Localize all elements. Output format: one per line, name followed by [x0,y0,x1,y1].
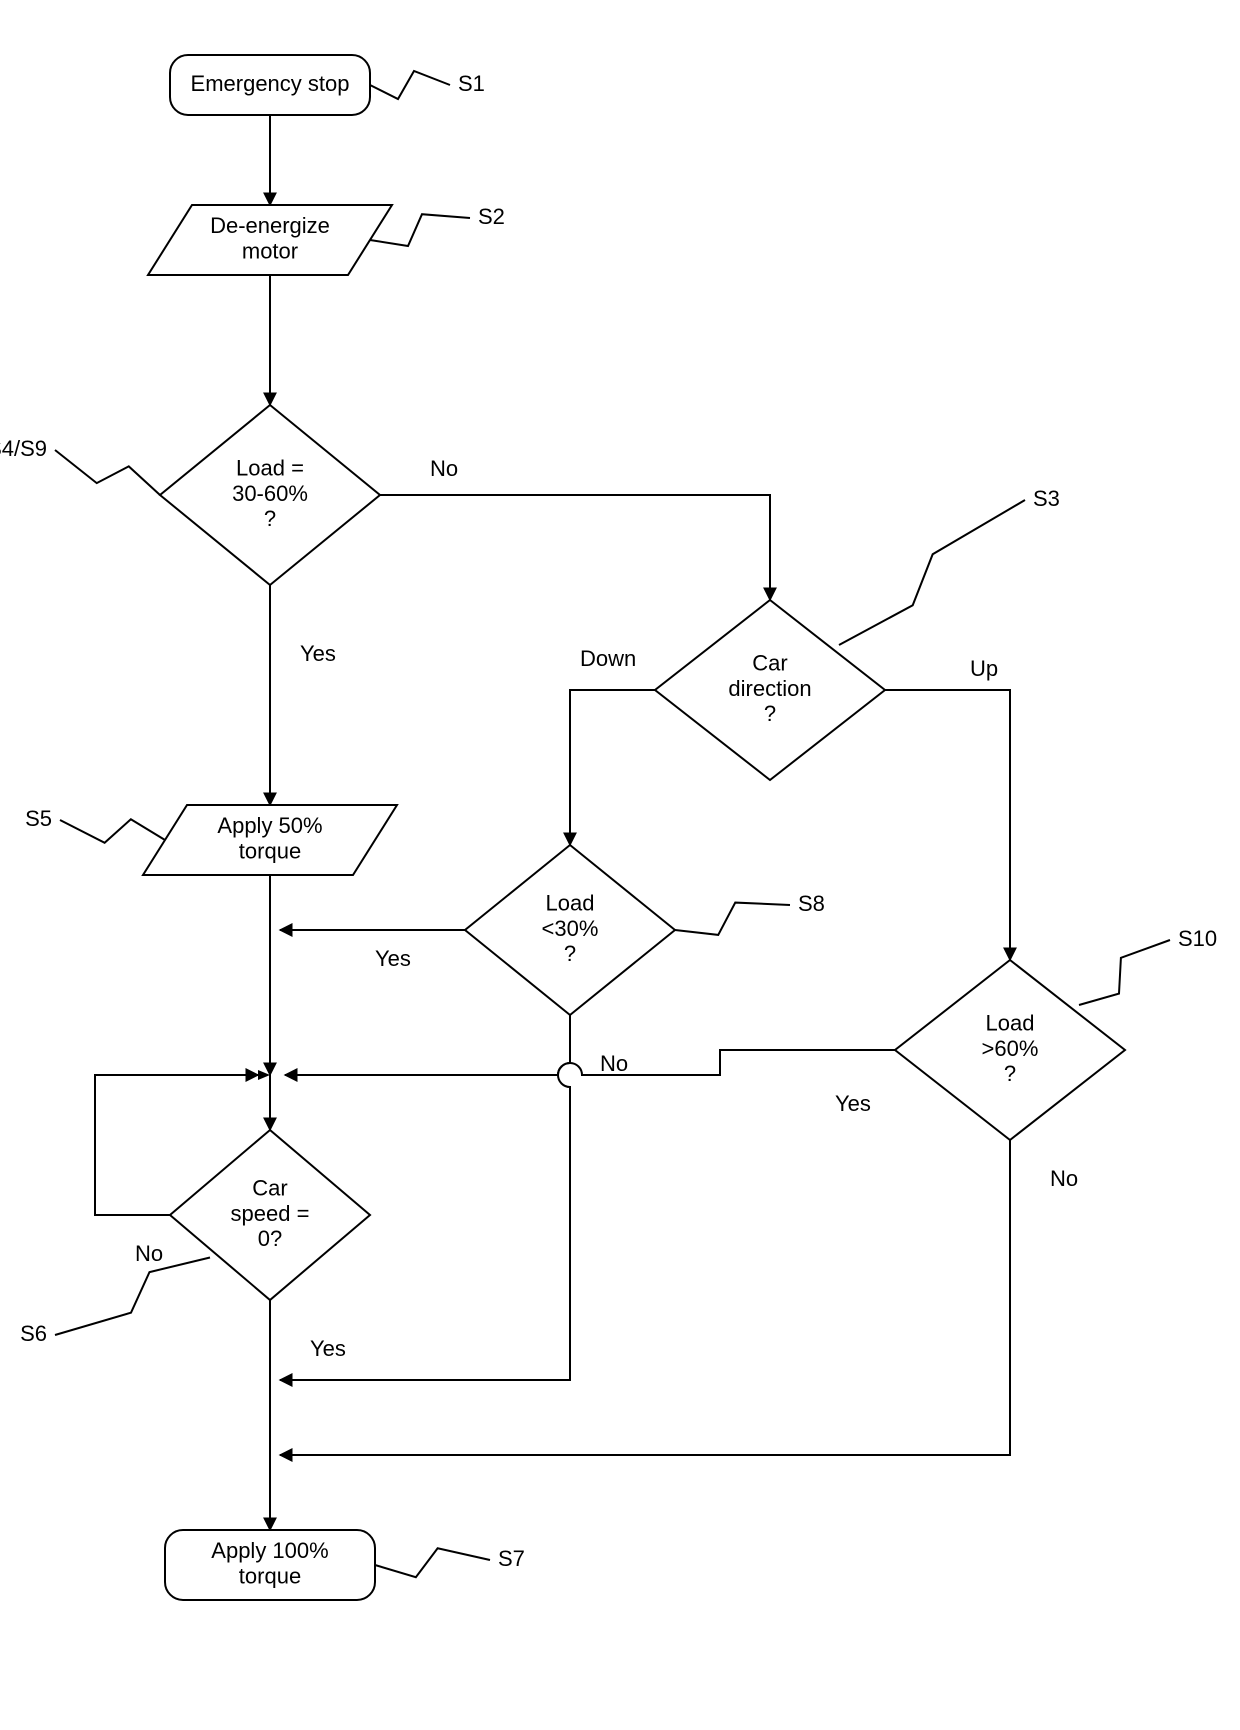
svg-text:De-energize: De-energize [210,213,330,238]
svg-text:torque: torque [239,838,301,863]
svg-text:speed =: speed = [231,1201,310,1226]
svg-text:Car: Car [252,1176,287,1201]
svg-text:?: ? [1004,1061,1016,1086]
callout-s6 [55,1258,210,1336]
svg-text:Load: Load [546,891,595,916]
callout-s4 [55,450,160,495]
svg-text:direction: direction [728,676,811,701]
edge-label-s6-yes-s7: Yes [310,1336,346,1361]
edge-label-s10-no-down: No [1050,1166,1078,1191]
svg-text:?: ? [764,701,776,726]
edge-s10-no-down [280,1140,1010,1455]
svg-text:>60%: >60% [982,1036,1039,1061]
svg-text:Apply 50%: Apply 50% [217,813,322,838]
edge-s3-down-s8 [570,690,655,845]
callout-label-s6: S6 [20,1321,47,1346]
callout-s2 [370,214,470,246]
callout-label-s8: S8 [798,891,825,916]
callout-s3 [839,500,1025,645]
edge-label-s6-no-loop: No [135,1241,163,1266]
edge-label-s8-no-down: No [600,1051,628,1076]
callout-s8 [675,903,790,935]
callout-s10 [1079,940,1170,1005]
svg-text:<30%: <30% [542,916,599,941]
callout-s7 [375,1548,490,1577]
callout-label-s1: S1 [458,71,485,96]
svg-text:0?: 0? [258,1226,282,1251]
edge-label-s8-yes-merge: Yes [375,946,411,971]
svg-text:30-60%: 30-60% [232,481,308,506]
edge-s4-no-s3 [380,495,770,600]
callout-label-s10: S10 [1178,926,1217,951]
svg-text:motor: motor [242,238,298,263]
edge-label-s3-up-s10: Up [970,656,998,681]
callout-s5 [60,819,165,843]
edge-label-s3-down-s8: Down [580,646,636,671]
callout-label-s2: S2 [478,204,505,229]
svg-text:?: ? [564,941,576,966]
svg-text:Apply 100%: Apply 100% [211,1538,328,1563]
callout-s1 [370,71,450,99]
callout-label-s7: S7 [498,1546,525,1571]
svg-text:Emergency stop: Emergency stop [191,71,350,96]
edge-label-s10-yes-merge: Yes [835,1091,871,1116]
edge-s10-yes-merge [285,1050,895,1075]
callout-label-s5: S5 [25,806,52,831]
edge-s3-up-s10 [885,690,1010,960]
merge-tick-left [258,1070,270,1080]
svg-text:?: ? [264,506,276,531]
svg-text:Car: Car [752,651,787,676]
callout-label-s3: S3 [1033,486,1060,511]
edge-label-s4-no-s3: No [430,456,458,481]
svg-text:Load: Load [986,1011,1035,1036]
svg-text:torque: torque [239,1563,301,1588]
node-text-s1: Emergency stop [191,71,350,96]
edge-label-s4-yes-s5: Yes [300,641,336,666]
svg-text:Load =: Load = [236,456,304,481]
callout-label-s4: S4/S9 [0,436,47,461]
